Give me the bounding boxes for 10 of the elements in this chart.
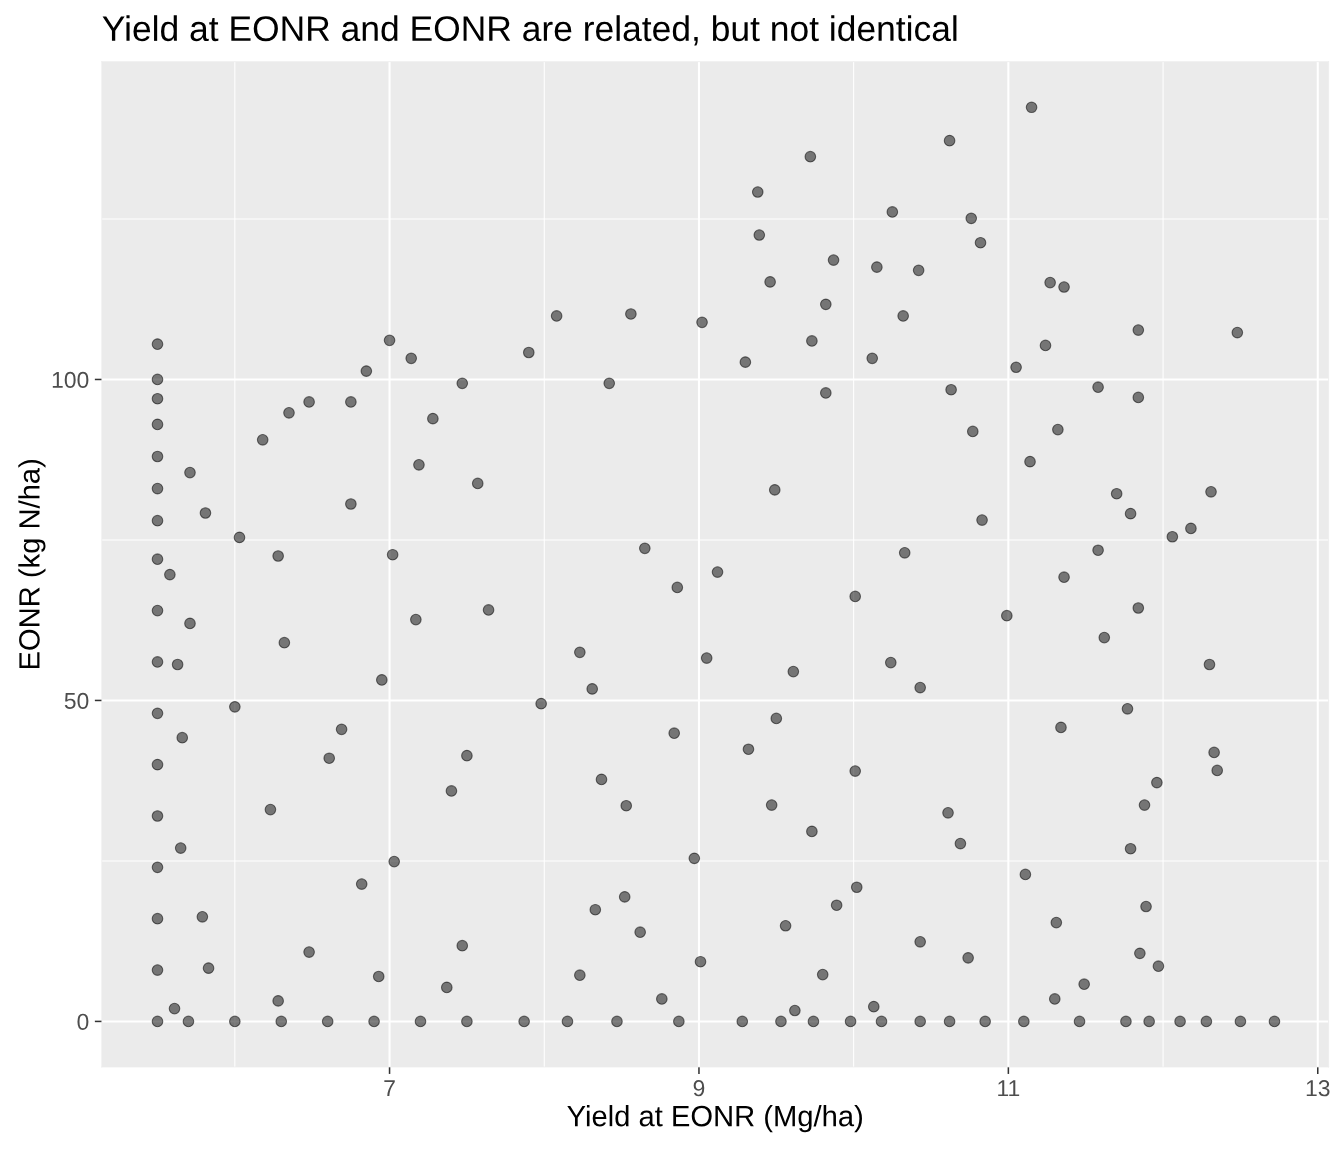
x-tick-label: 7 [384,1080,395,1097]
y-tick-label: 0 [77,1013,89,1030]
y-tick-label: 50 [64,692,89,709]
chart-title: Yield at EONR and EONR are related, but not identical [102,15,957,46]
x-tick-label: 13 [1306,1080,1330,1097]
x-axis-title: Yield at EONR (Mg/ha) [567,1105,862,1133]
x-tick-label: 9 [693,1080,705,1097]
y-tick-label: 100 [52,371,89,388]
x-tick-label: 11 [998,1080,1020,1097]
y-axis-title: EONR (kg N/ha) [18,460,46,669]
